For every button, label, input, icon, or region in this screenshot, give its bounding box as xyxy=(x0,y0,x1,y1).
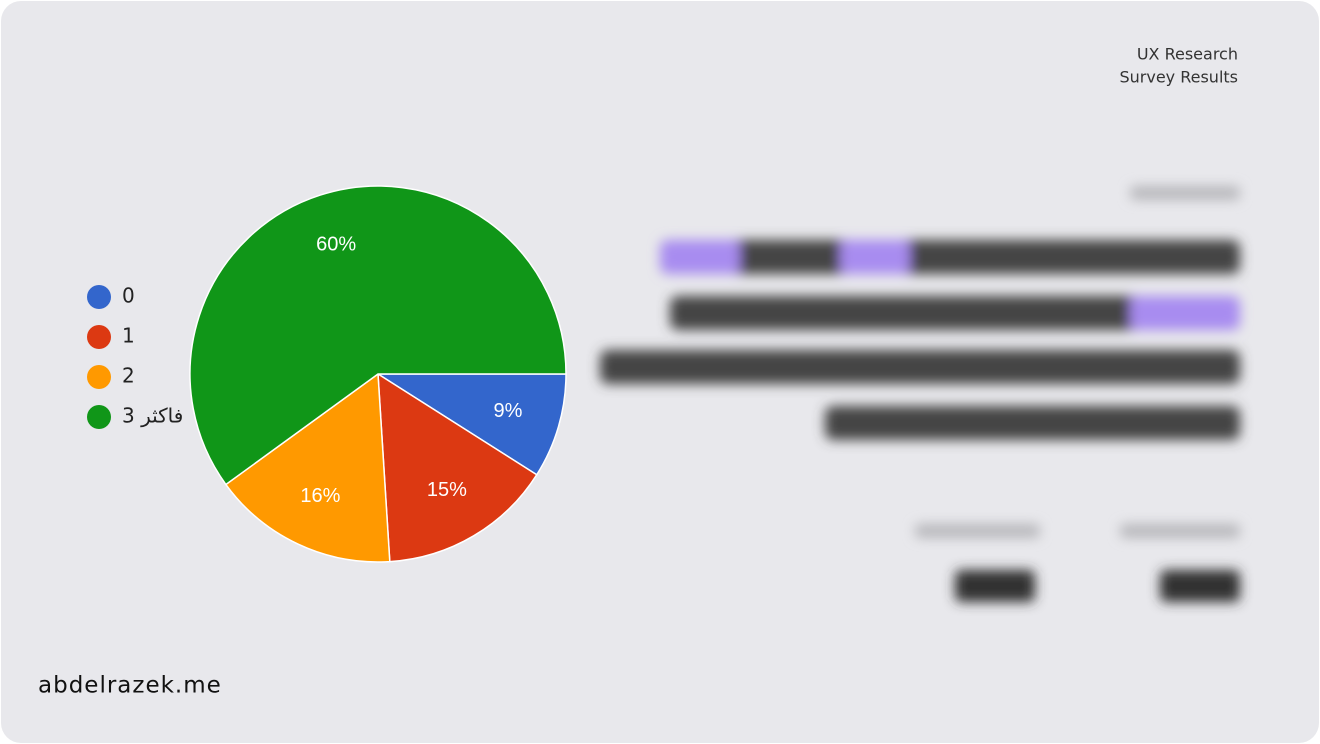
pie-chart: 9% 15% 16% 60% xyxy=(189,185,567,563)
legend: 0 1 2 3 فاكثر xyxy=(87,284,183,429)
legend-label: 0 xyxy=(122,284,135,308)
footer-brand: abdelrazek.me xyxy=(38,673,222,699)
header-line: UX Research xyxy=(1137,45,1238,64)
pie-slice xyxy=(189,185,567,486)
legend-label: 3 فاكثر xyxy=(122,404,183,428)
slice-label: 15% xyxy=(427,479,467,501)
pie-slice xyxy=(375,373,567,476)
header-line: Survey Results xyxy=(1119,68,1238,87)
pie-slice xyxy=(224,372,391,563)
slice-label: 60% xyxy=(316,234,356,256)
legend-swatch xyxy=(87,365,111,389)
legend-swatch xyxy=(87,325,111,349)
legend-swatch xyxy=(87,405,111,429)
pie-slice xyxy=(377,372,538,563)
slice-label: 9% xyxy=(494,400,523,422)
legend-swatch xyxy=(87,285,111,309)
slice-label: 16% xyxy=(300,485,340,507)
legend-label: 2 xyxy=(122,364,135,388)
blurred-content xyxy=(600,186,1240,602)
legend-label: 1 xyxy=(122,324,135,348)
